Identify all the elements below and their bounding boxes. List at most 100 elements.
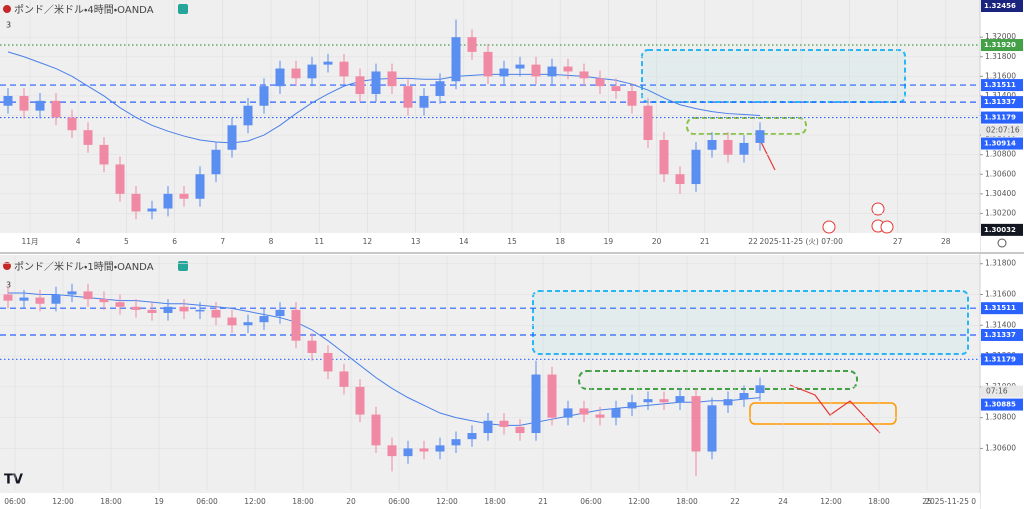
- symbol-icon: [3, 5, 11, 13]
- y-tick-label: 1.30600: [985, 443, 1016, 452]
- x-tick-label: 28: [941, 237, 951, 246]
- x-tick-label: 15: [507, 237, 517, 246]
- panel: 06:00 12:00 18:00 19 06:00 12:00 18:00 20 06:00 1…: [0, 256, 1023, 506]
- candle-body: [99, 299, 109, 303]
- x-tick-label: 18:00: [484, 497, 506, 506]
- price-label-bg: [981, 39, 1023, 52]
- candle-body: [515, 426, 525, 434]
- x-tick-label: 22: [748, 237, 758, 246]
- x-tick-label: 11月: [21, 237, 38, 246]
- candle-body: [99, 144, 109, 165]
- candle-body: [483, 420, 493, 434]
- y-tick-label: 1.31800: [985, 259, 1016, 268]
- candle-body: [115, 302, 125, 307]
- event-icon: [880, 220, 894, 234]
- candle-body: [211, 309, 221, 318]
- x-tick-label: 11: [314, 237, 324, 246]
- candle-body: [195, 174, 205, 199]
- x-tick-label: 12: [363, 237, 373, 246]
- candle-body: [739, 393, 749, 400]
- candle-body: [195, 309, 205, 312]
- candle-body: [275, 309, 285, 317]
- x-tick-label: 20: [652, 237, 662, 246]
- candle-body: [67, 291, 77, 295]
- candle-body: [339, 371, 349, 387]
- candle-body: [275, 68, 285, 87]
- moving-average: [7, 51, 761, 144]
- symbol-icon: [3, 262, 11, 270]
- y-tick-label: 1.30800: [985, 413, 1016, 422]
- y-tick-label: 1.30600: [985, 169, 1016, 178]
- candle-body: [611, 408, 621, 418]
- candle-body: [35, 297, 45, 304]
- candle-body: [147, 208, 157, 212]
- candle-body: [115, 164, 125, 194]
- y-tick-label: 1.32000: [985, 32, 1016, 41]
- candle-body: [659, 139, 669, 175]
- panel: 11月 4 5 6 7 8 11 12 13 14 15 18 19 20 21 22 2025-11-25 (…: [0, 0, 1023, 246]
- zone-box: [532, 290, 969, 355]
- candle-body: [211, 149, 221, 175]
- price-label-bg: [981, 96, 1023, 109]
- y-tick-label: 1.31600: [985, 289, 1016, 298]
- candle-body: [723, 139, 733, 155]
- candle-body: [435, 445, 445, 452]
- candle-body: [259, 316, 269, 323]
- x-tick-label: 12:00: [52, 497, 74, 506]
- candle-body: [179, 193, 189, 199]
- x-tick-label: 20: [346, 497, 356, 506]
- candle-body: [483, 51, 493, 77]
- x-tick-label: 12:00: [244, 497, 266, 506]
- price-label: 1.30885: [984, 401, 1016, 409]
- price-label-bg: [981, 111, 1023, 124]
- countdown-bg: [981, 385, 1023, 398]
- candle-body: [387, 71, 397, 87]
- candle-body: [419, 95, 429, 108]
- x-tick-label: 19: [154, 497, 164, 506]
- candle-body: [563, 408, 573, 418]
- candle-body: [243, 105, 253, 126]
- candle-body: [547, 66, 557, 77]
- settings-icon[interactable]: [997, 238, 1007, 248]
- countdown-bg: [981, 124, 1023, 137]
- candle-body: [67, 117, 77, 131]
- event-icon: [871, 202, 885, 216]
- candle-body: [83, 291, 93, 300]
- x-tick-label: 6: [172, 237, 177, 246]
- candle-body: [147, 309, 157, 313]
- candle-body: [227, 317, 237, 326]
- zone-box: [686, 117, 807, 135]
- y-tick-label: 1.31600: [985, 71, 1016, 80]
- x-tick-label: 18:00: [292, 497, 314, 506]
- x-tick-label: 06:00: [196, 497, 218, 506]
- candle-body: [3, 95, 13, 106]
- x-tick-label: 5: [124, 237, 129, 246]
- top-plot-bg: [0, 0, 980, 252]
- candle-body: [531, 64, 541, 77]
- bottom-plot-bg: [0, 255, 980, 493]
- x-tick-label: 8: [269, 237, 274, 246]
- x-tick-label: 4: [76, 237, 81, 246]
- candle-body: [499, 68, 509, 77]
- candle-body: [371, 414, 381, 446]
- price-label-bg: [981, 223, 1023, 236]
- x-tick-label: 06:00: [580, 497, 602, 506]
- candle-body: [643, 399, 653, 403]
- candle-body: [707, 405, 717, 452]
- candle-body: [403, 86, 413, 108]
- x-tick-label: 06:00: [4, 497, 26, 506]
- candle-body: [451, 439, 461, 446]
- zone-box: [749, 402, 897, 425]
- x-tick-label: 19: [604, 237, 614, 246]
- candle-body: [755, 385, 765, 394]
- candle-body: [259, 86, 269, 106]
- x-tick-label: 2025-11-25 (火) 07:00: [760, 237, 844, 246]
- price-label-bg: [981, 0, 1023, 12]
- x-tick-label: 25: [922, 497, 932, 506]
- logo: TV: [4, 473, 23, 488]
- candle-body: [19, 297, 29, 301]
- x-tick-label: 7: [220, 237, 225, 246]
- x-tick-label: 21: [538, 497, 548, 506]
- candle-body: [627, 91, 637, 106]
